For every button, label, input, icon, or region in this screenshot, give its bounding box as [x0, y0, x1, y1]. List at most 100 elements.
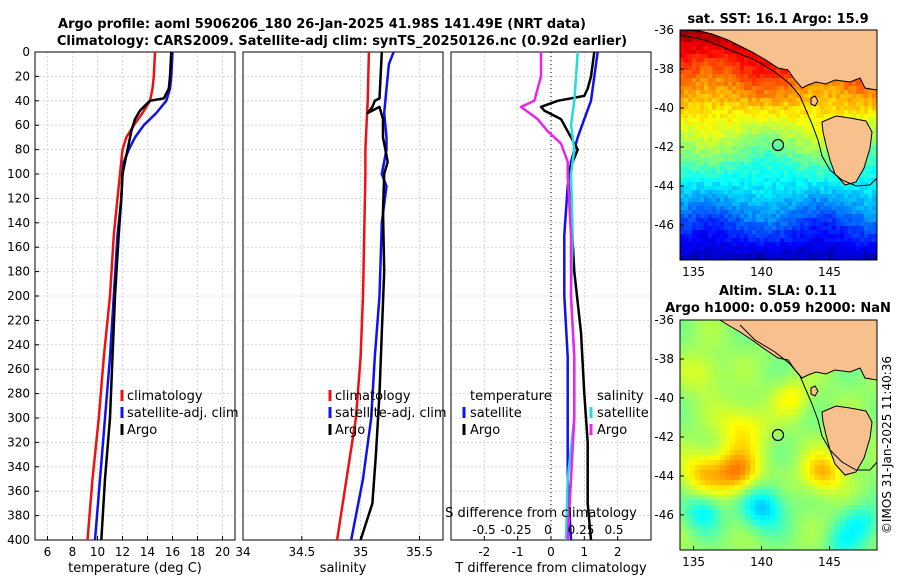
sst-map-title: sat. SST: 16.1 Argo: 15.9 — [687, 12, 868, 27]
map-y-tick-label: -42 — [654, 430, 674, 444]
x-tick-label: 2 — [614, 545, 622, 559]
y-tick-label: 60 — [15, 118, 30, 132]
x-axis-label: T difference from climatology — [454, 561, 647, 576]
series-line-climatology — [86, 51, 157, 541]
legend-label: temperature — [470, 389, 552, 404]
sst-map-panel: sat. SST: 16.1 Argo: 15.9 135 140 145 -36 -3… — [654, 12, 878, 279]
y-tick-label: 80 — [15, 143, 30, 157]
sla-map-title-1: Altim. SLA: 0.11 — [719, 284, 837, 299]
sst-argo-marker — [771, 138, 785, 152]
legend-label: Argo — [335, 423, 365, 438]
legend-label: satellite — [597, 406, 649, 421]
credit-text: ©IMOS 31-Jan-2025 11:40:36 — [880, 356, 894, 534]
legend-label: salinity — [597, 389, 644, 404]
map-x-tick-label: 135 — [682, 555, 705, 569]
x-tick-label: 35.5 — [406, 545, 433, 559]
tasmania-land — [821, 115, 873, 186]
series-line-climatology — [335, 51, 371, 541]
x-tick-label: 1 — [581, 545, 589, 559]
map-x-tick-label: 135 — [682, 265, 705, 279]
secondary-x-tick-label: 0.5 — [604, 523, 623, 537]
map-y-tick-label: -40 — [654, 391, 674, 405]
secondary-x-tick-label: 0 — [544, 523, 552, 537]
king-island-sla — [810, 385, 819, 397]
map-y-tick-label: -46 — [654, 508, 674, 522]
shelf-contour-sla — [739, 324, 877, 471]
y-tick-label: 20 — [15, 69, 30, 83]
x-tick-label: 16 — [165, 545, 180, 559]
australia-land-sla — [719, 320, 877, 381]
x-tick-label: 0 — [547, 545, 555, 559]
series-line-argo — [100, 51, 173, 541]
y-tick-label: 120 — [7, 191, 30, 205]
australia-land — [680, 30, 877, 91]
x-tick-label: -1 — [512, 545, 524, 559]
x-tick-label: 6 — [44, 545, 52, 559]
legend-label: Argo — [470, 423, 500, 438]
y-tick-label: 100 — [7, 167, 30, 181]
x-tick-label: -2 — [478, 545, 490, 559]
x-tick-label: 20 — [215, 545, 230, 559]
y-tick-label: 40 — [15, 94, 30, 108]
x-tick-label: 35 — [353, 545, 368, 559]
figure-title-line2: Climatology: CARS2009. Satellite-adj cli… — [57, 34, 627, 49]
figure-title-line1: Argo profile: aoml 5906206_180 26-Jan-20… — [58, 17, 586, 32]
legend-label: Argo — [597, 423, 627, 438]
shelf-contour — [680, 34, 877, 187]
sla-map-title-2: Argo h1000: 0.059 h2000: NaN — [665, 301, 891, 316]
secondary-x-label: S difference from climatology — [445, 506, 637, 521]
sla-map-axes: 135 140 145 -36 -38 -40 -42 -44 -46 — [654, 313, 841, 569]
y-tick-label: 220 — [7, 313, 30, 327]
legend-label: climatology — [127, 389, 203, 404]
y-tick-label: 260 — [7, 362, 30, 376]
y-tick-label: 180 — [7, 265, 30, 279]
legend-label: climatology — [335, 389, 411, 404]
tasmania-land-sla — [821, 405, 873, 476]
map-y-tick-label: -44 — [654, 179, 674, 193]
y-tick-label: 140 — [7, 216, 30, 230]
x-tick-label: 10 — [90, 545, 105, 559]
sla-map-panel: Altim. SLA: 0.11 Argo h1000: 0.059 h2000… — [654, 284, 890, 569]
sst-map-axes: 135 140 145 -36 -38 -40 -42 -44 -46 — [654, 23, 841, 279]
map-y-tick-label: -46 — [654, 218, 674, 232]
x-axis-label: salinity — [320, 561, 367, 576]
x-tick-label: 8 — [69, 545, 77, 559]
map-x-tick-label: 140 — [750, 555, 773, 569]
map-y-tick-label: -38 — [654, 352, 674, 366]
y-tick-label: 380 — [7, 509, 30, 523]
map-y-tick-label: -38 — [654, 62, 674, 76]
legend-label: satellite-adj. clim — [127, 406, 239, 421]
x-axis-label: temperature (deg C) — [68, 561, 202, 576]
legend-label: Argo — [127, 423, 157, 438]
sla-argo-marker — [771, 428, 785, 442]
map-x-tick-label: 145 — [818, 265, 841, 279]
y-tick-label: 240 — [7, 338, 30, 352]
map-y-tick-label: -44 — [654, 469, 674, 483]
x-tick-label: 34.5 — [288, 545, 315, 559]
x-tick-label: 12 — [115, 545, 130, 559]
y-tick-label: 320 — [7, 435, 30, 449]
secondary-x-tick-label: 0.25 — [568, 523, 595, 537]
axes-frame — [242, 51, 444, 541]
map-y-tick-label: -36 — [654, 313, 674, 327]
y-tick-label: 340 — [7, 460, 30, 474]
secondary-x-tick-label: -0.5 — [472, 523, 495, 537]
legend-label: satellite — [470, 406, 522, 421]
map-y-tick-label: -40 — [654, 101, 674, 115]
series-line-argo — [359, 51, 389, 541]
difference-panel: -2 -1 0 1 2 T difference from climatology temp… — [445, 51, 652, 576]
king-island — [810, 95, 819, 107]
map-x-tick-label: 140 — [750, 265, 773, 279]
salinity-panel: 34 34.5 35 35.5 salinity climatology satellite… — [235, 51, 447, 576]
legend-label: satellite-adj. clim — [335, 406, 447, 421]
y-tick-label: 280 — [7, 387, 30, 401]
y-tick-label: 300 — [7, 411, 30, 425]
x-tick-label: 14 — [140, 545, 155, 559]
x-tick-label: 18 — [190, 545, 205, 559]
secondary-x-tick-label: -0.25 — [500, 523, 531, 537]
y-tick-label: 200 — [7, 289, 30, 303]
map-y-tick-label: -42 — [654, 140, 674, 154]
map-y-tick-label: -36 — [654, 23, 674, 37]
y-tick-label: 400 — [7, 533, 30, 547]
